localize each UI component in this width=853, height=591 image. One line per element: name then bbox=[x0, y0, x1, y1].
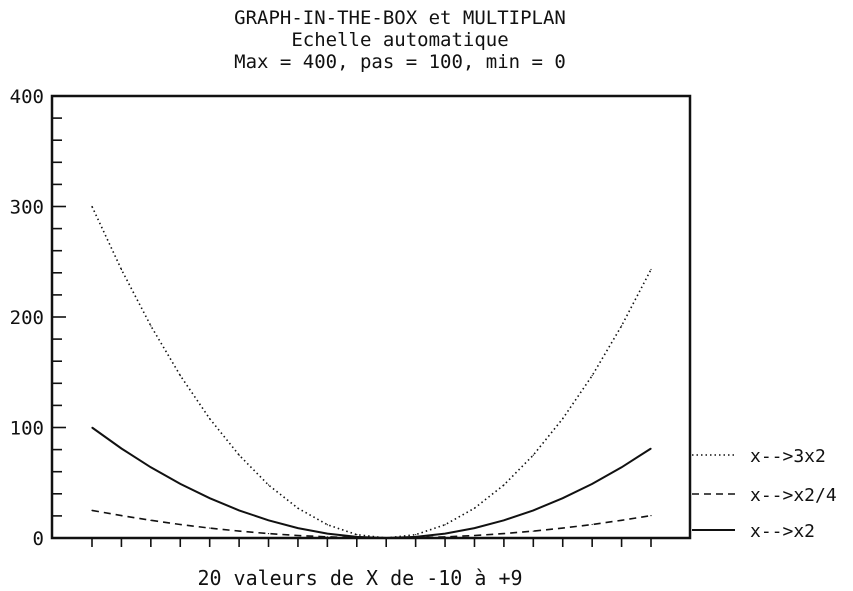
data-point bbox=[326, 536, 328, 538]
data-point bbox=[532, 509, 534, 511]
plot-frame bbox=[50, 94, 692, 540]
data-point bbox=[267, 484, 270, 486]
data-point bbox=[238, 530, 240, 532]
data-point bbox=[326, 532, 328, 535]
data-point bbox=[297, 527, 299, 529]
data-point bbox=[179, 523, 181, 526]
data-point bbox=[209, 418, 211, 420]
data-point bbox=[591, 374, 593, 377]
data-point bbox=[473, 527, 476, 529]
data-point bbox=[150, 466, 152, 468]
x-axis-label: 20 valeurs de X de -10 à +9 bbox=[197, 566, 523, 590]
series-line-2 bbox=[91, 426, 652, 540]
data-point bbox=[267, 519, 270, 521]
series-line-1 bbox=[91, 509, 652, 539]
data-point bbox=[179, 374, 181, 377]
data-point bbox=[91, 509, 93, 511]
data-point bbox=[620, 325, 623, 327]
data-point bbox=[356, 534, 358, 536]
data-point bbox=[444, 532, 446, 535]
data-point bbox=[179, 483, 181, 485]
data-point bbox=[444, 524, 446, 526]
data-point bbox=[503, 519, 505, 521]
data-point bbox=[620, 519, 623, 521]
data-point bbox=[473, 507, 476, 509]
data-point bbox=[532, 530, 534, 532]
data-point bbox=[415, 536, 417, 538]
data-point bbox=[620, 466, 623, 468]
y-tick-label: 100 bbox=[10, 418, 44, 440]
data-point bbox=[297, 534, 299, 537]
data-point bbox=[150, 519, 152, 521]
data-point bbox=[385, 537, 387, 539]
data-point bbox=[503, 484, 505, 486]
data-point bbox=[473, 534, 476, 537]
data-point bbox=[238, 454, 240, 456]
data-point bbox=[120, 447, 123, 450]
legend-label-1: x-->x2/4 bbox=[750, 485, 837, 506]
data-point bbox=[591, 483, 593, 485]
data-point bbox=[297, 507, 299, 509]
data-point bbox=[91, 426, 93, 429]
legend-label-0: x-->3x2 bbox=[750, 446, 826, 467]
data-point bbox=[444, 536, 446, 538]
data-point bbox=[120, 268, 123, 271]
chart-title-line-1: GRAPH-IN-THE-BOX et MULTIPLAN bbox=[234, 7, 566, 29]
data-point bbox=[503, 532, 505, 535]
y-tick-label: 0 bbox=[33, 528, 44, 550]
data-point bbox=[650, 268, 652, 271]
data-point bbox=[562, 418, 564, 420]
data-point bbox=[532, 454, 534, 456]
data-point bbox=[415, 534, 417, 536]
data-point bbox=[326, 524, 328, 526]
data-point bbox=[209, 527, 211, 529]
data-point bbox=[120, 515, 123, 517]
y-tick-label: 300 bbox=[10, 197, 44, 219]
y-tick-label: 200 bbox=[10, 307, 44, 329]
data-point bbox=[650, 515, 652, 517]
data-point bbox=[238, 509, 240, 511]
data-point bbox=[591, 523, 593, 526]
data-point bbox=[356, 536, 358, 538]
y-tick-label: 400 bbox=[10, 86, 44, 108]
chart-title-line-2: Echelle automatique bbox=[291, 29, 509, 51]
data-point bbox=[562, 527, 564, 529]
data-point bbox=[650, 447, 652, 450]
series-line-0 bbox=[91, 206, 652, 539]
chart-title-line-3: Max = 400, pas = 100, min = 0 bbox=[234, 51, 566, 73]
data-point bbox=[91, 205, 93, 208]
data-point bbox=[209, 497, 211, 499]
data-point bbox=[150, 325, 152, 327]
legend-label-2: x-->x2 bbox=[750, 521, 815, 542]
data-point bbox=[267, 532, 270, 535]
data-point bbox=[562, 497, 564, 499]
